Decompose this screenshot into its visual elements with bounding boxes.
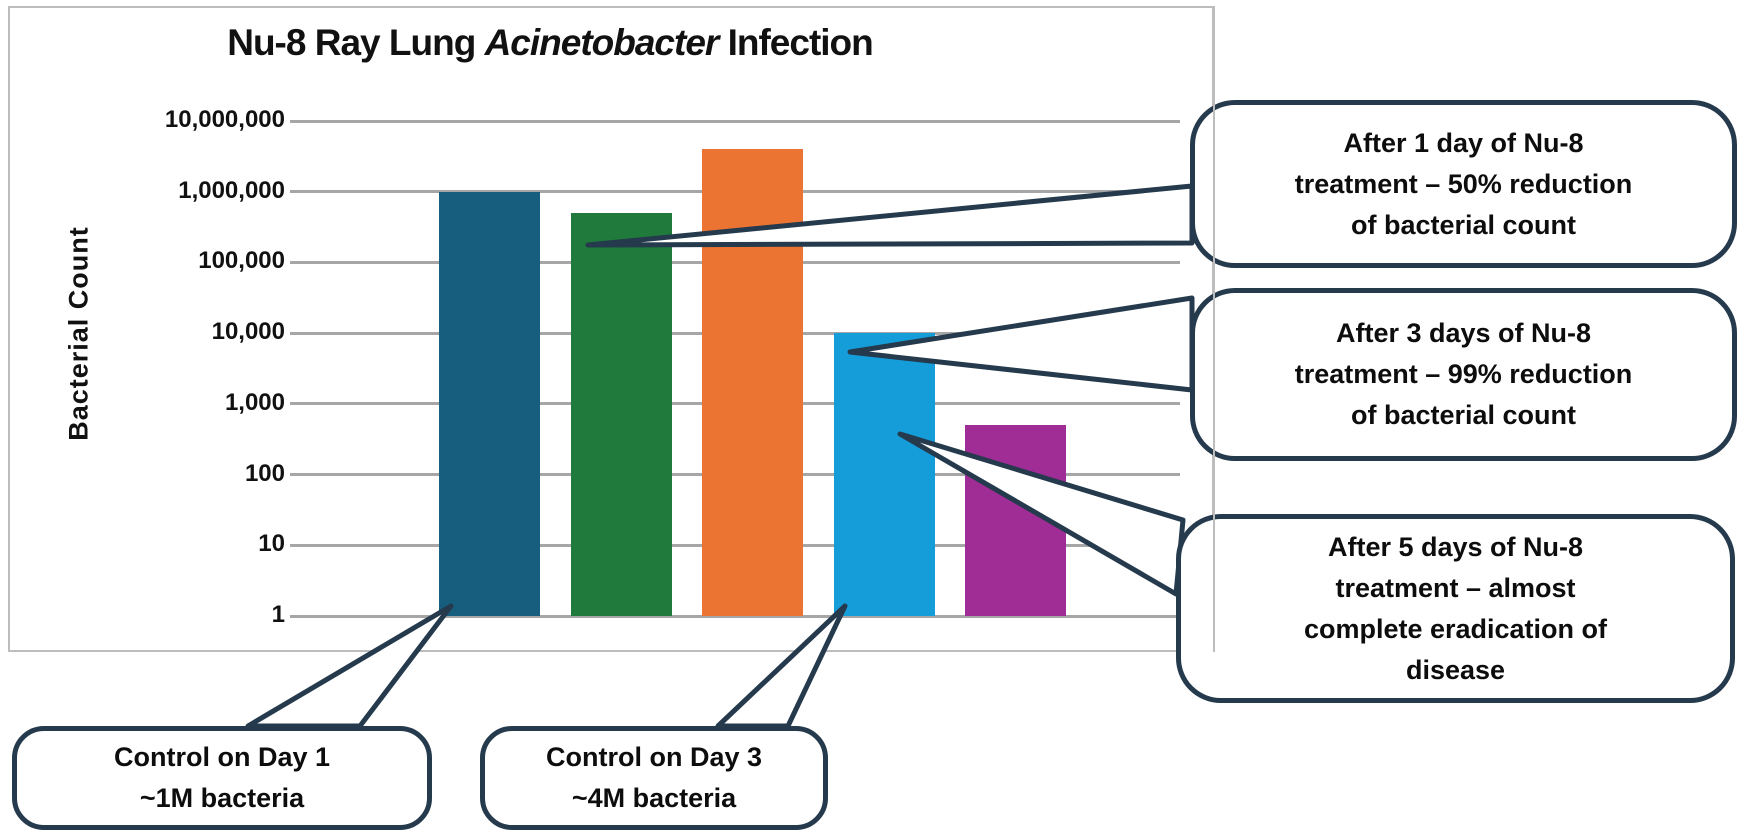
y-tick-label: 10 bbox=[258, 530, 285, 558]
callout-line: disease bbox=[1405, 654, 1506, 685]
bar-after-1-day-of-nu-8 bbox=[570, 213, 672, 616]
callout-line: Control on Day 1 bbox=[113, 742, 330, 772]
bar-control-on-day-1 bbox=[439, 191, 540, 616]
callout-line: of bacterial count bbox=[1350, 209, 1577, 240]
callout-line: After 5 days of Nu-8 bbox=[1327, 531, 1584, 562]
callout-control-day-1: Control on Day 1 ~1M bacteria bbox=[12, 726, 432, 830]
y-tick-label: 100 bbox=[244, 459, 285, 487]
chart-title-text: Nu-8 Ray Lung bbox=[227, 22, 485, 63]
callout-line: complete eradication of bbox=[1303, 613, 1608, 644]
bar-after-5-days-of-nu-8 bbox=[965, 425, 1066, 616]
y-tick-label: 100,000 bbox=[198, 247, 285, 275]
chart-title-suffix: Infection bbox=[718, 22, 874, 63]
callout-after-1-day: After 1 day of Nu-8 treatment – 50% redu… bbox=[1190, 100, 1737, 268]
callout-control-day-3: Control on Day 3 ~4M bacteria bbox=[480, 726, 828, 830]
y-axis-title: Bacterial Count bbox=[63, 226, 94, 441]
callout-line: treatment – almost bbox=[1335, 572, 1576, 603]
y-tick-label: 1,000 bbox=[224, 388, 285, 416]
chart-title: Nu-8 Ray Lung Acinetobacter Infection bbox=[160, 22, 940, 64]
y-tick-label: 10,000,000 bbox=[164, 105, 285, 133]
bar-control-on-day-3 bbox=[702, 149, 803, 616]
bar-after-3-days-of-nu-8 bbox=[833, 333, 935, 616]
callout-after-5-days: After 5 days of Nu-8 treatment – almost … bbox=[1176, 514, 1735, 703]
callout-line: After 1 day of Nu-8 bbox=[1343, 127, 1584, 158]
callout-after-3-days: After 3 days of Nu-8 treatment – 99% red… bbox=[1190, 288, 1737, 461]
y-tick-label: 1,000,000 bbox=[178, 176, 285, 204]
y-tick-label: 1 bbox=[271, 600, 285, 628]
callout-line: of bacterial count bbox=[1350, 400, 1577, 430]
callout-line: ~1M bacteria bbox=[139, 783, 305, 813]
callout-line: treatment – 50% reduction bbox=[1294, 168, 1633, 199]
chart-frame-right-edge bbox=[1213, 6, 1215, 652]
gridline-10000000 bbox=[290, 119, 1180, 123]
callout-line: Control on Day 3 bbox=[545, 742, 762, 772]
chart-title-italic: Acinetobacter bbox=[484, 22, 720, 63]
y-tick-label: 10,000 bbox=[211, 318, 285, 346]
callout-line: treatment – 99% reduction bbox=[1294, 359, 1633, 389]
callout-line: After 3 days of Nu-8 bbox=[1335, 318, 1592, 348]
callout-line: ~4M bacteria bbox=[571, 783, 737, 813]
